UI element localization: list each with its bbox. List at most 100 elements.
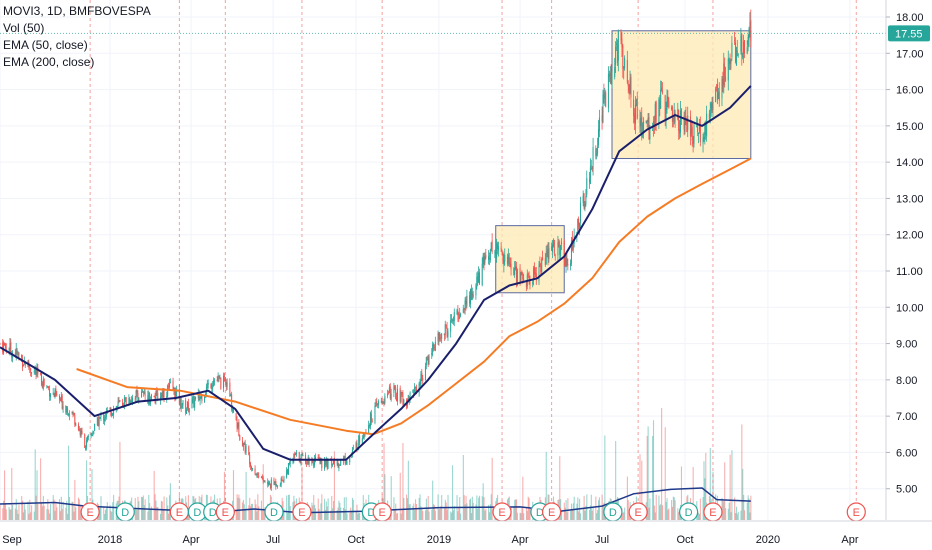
earnings-marker[interactable]: E: [703, 502, 723, 522]
dividend-marker[interactable]: D: [264, 502, 284, 522]
candle-body: [42, 380, 44, 389]
time-tick-label: Apr: [841, 534, 858, 546]
dividend-marker[interactable]: D: [603, 502, 623, 522]
candle-body: [224, 377, 226, 382]
chart-grid: [0, 0, 886, 526]
volume-bar: [602, 505, 604, 520]
volume-bar: [14, 508, 16, 520]
volume-study-label[interactable]: Vol (50): [3, 21, 45, 35]
volume-bar: [105, 508, 107, 520]
time-tick-label: Jul: [266, 534, 280, 546]
earnings-marker[interactable]: E: [372, 502, 392, 522]
earnings-marker[interactable]: E: [492, 502, 512, 522]
dividend-marker[interactable]: D: [679, 502, 699, 522]
volume-bar: [727, 508, 729, 520]
volume-bar: [667, 509, 669, 520]
candle-body: [119, 400, 121, 402]
volume-bar: [30, 512, 32, 520]
candle-body: [716, 84, 718, 100]
candle-body: [355, 442, 357, 449]
candle-body: [212, 385, 214, 388]
dividend-marker[interactable]: D: [115, 502, 135, 522]
earnings-marker[interactable]: E: [169, 502, 189, 522]
earnings-marker[interactable]: E: [846, 502, 866, 522]
earnings-marker[interactable]: E: [215, 502, 235, 522]
earnings-marker[interactable]: E: [292, 502, 312, 522]
candle-body: [31, 372, 33, 374]
candle-body: [73, 412, 75, 415]
volume-bar: [261, 510, 263, 520]
earnings-marker[interactable]: E: [628, 502, 648, 522]
volume-bar: [692, 466, 694, 520]
candle-body: [339, 464, 341, 466]
candle-body: [586, 178, 588, 195]
volume-bar: [356, 504, 358, 520]
candle-body: [188, 408, 190, 413]
candle-body: [673, 109, 675, 118]
candle-body: [566, 257, 568, 266]
candle-body: [383, 402, 385, 404]
volume-bar: [664, 427, 666, 520]
candle-body: [582, 195, 584, 203]
candle-body: [433, 344, 435, 350]
volume-bar: [2, 508, 4, 520]
price-tick-label: 15.00: [896, 121, 924, 133]
candle-body: [223, 375, 225, 389]
candle-body: [414, 387, 416, 395]
range-rectangles[interactable]: [495, 30, 752, 294]
candle-body: [225, 382, 227, 387]
volume-bar: [358, 512, 360, 520]
candle-body: [718, 91, 720, 101]
candle-body: [286, 469, 288, 478]
candle-body: [118, 400, 120, 402]
candle-body: [616, 43, 618, 45]
candle-body: [495, 253, 497, 256]
volume-bar: [678, 511, 680, 520]
candle-body: [292, 460, 294, 463]
candle-body: [245, 446, 247, 453]
candle-body: [388, 387, 390, 393]
ema50-study-label[interactable]: EMA (50, close): [3, 38, 88, 52]
candle-body: [485, 255, 487, 258]
candle-body: [254, 468, 256, 474]
volume-bar: [470, 513, 472, 520]
volume-bar: [604, 435, 606, 520]
volume-bar: [332, 508, 334, 520]
symbol-title[interactable]: MOVI3, 1D, BMFBOVESPA: [3, 4, 151, 18]
price-axis[interactable]: 4.005.006.007.008.009.0010.0011.0012.001…: [885, 0, 932, 550]
volume-bar: [457, 511, 459, 520]
ema200-study-label[interactable]: EMA (200, close): [3, 55, 95, 69]
marker-label: E: [86, 507, 93, 519]
earnings-marker[interactable]: E: [80, 502, 100, 522]
volume-bar: [698, 513, 701, 520]
candle-body: [703, 136, 705, 139]
volume-bar: [624, 507, 626, 520]
candle-body: [192, 396, 194, 400]
volume-bar: [349, 512, 351, 520]
candle-body: [141, 391, 143, 393]
candle-body: [66, 407, 68, 413]
candle-body: [4, 343, 6, 346]
candle-body: [659, 101, 661, 110]
volume-bar: [737, 511, 739, 520]
candle-body: [585, 196, 587, 205]
candle-body: [122, 402, 124, 406]
candle-body: [60, 396, 62, 401]
candle-body: [117, 401, 119, 406]
time-axis[interactable]: Sep 2018 Apr Jul Oct 2019 Apr Jul Oct 2020 Apr: [0, 520, 932, 550]
volume-bar: [514, 499, 516, 520]
candle-body: [219, 378, 221, 380]
volume-bar: [564, 507, 566, 520]
earnings-marker[interactable]: E: [542, 502, 562, 522]
ema-lines: [0, 32, 886, 461]
candle-body: [616, 45, 618, 63]
volume-bar: [166, 497, 168, 520]
candle-body: [544, 258, 546, 266]
candle-body: [371, 421, 373, 422]
candle-body: [9, 343, 11, 353]
volume-bar: [16, 509, 18, 520]
candle-body: [84, 434, 86, 448]
candle-body: [710, 102, 712, 109]
